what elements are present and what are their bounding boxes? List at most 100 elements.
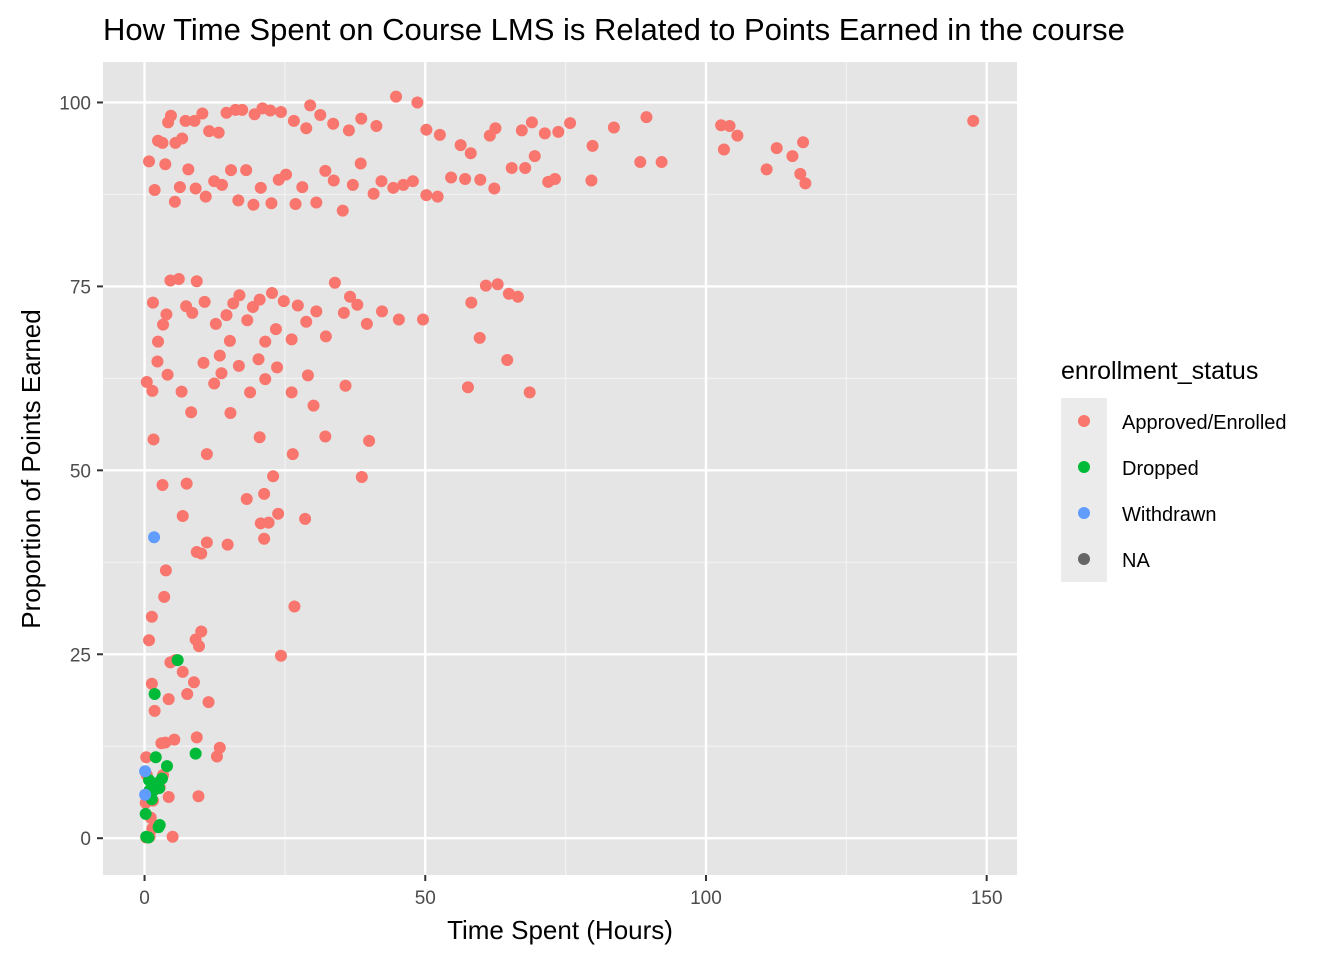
data-point	[208, 377, 221, 390]
data-point	[586, 139, 599, 152]
data-point	[314, 108, 327, 121]
legend-label: Withdrawn	[1122, 504, 1216, 526]
data-point	[227, 297, 240, 310]
data-point	[198, 295, 211, 308]
data-point	[146, 296, 159, 309]
data-point	[157, 318, 170, 331]
data-point	[212, 126, 225, 139]
data-point	[181, 688, 194, 701]
data-point	[375, 175, 388, 188]
data-point	[346, 178, 359, 191]
data-point	[190, 275, 203, 288]
data-point	[173, 181, 186, 194]
data-point	[420, 123, 433, 136]
y-axis-title: Proportion of Points Earned	[16, 309, 46, 628]
data-point	[548, 172, 561, 185]
data-point	[259, 335, 272, 348]
data-point	[445, 171, 458, 184]
data-point	[420, 189, 433, 202]
data-point	[634, 156, 647, 169]
data-point	[474, 173, 487, 186]
data-point	[433, 128, 446, 141]
data-point	[310, 196, 323, 209]
data-point	[770, 142, 783, 155]
data-point	[387, 181, 400, 194]
data-point	[411, 96, 424, 109]
data-point	[148, 184, 161, 197]
data-point	[296, 181, 309, 194]
data-point	[376, 305, 389, 318]
data-point	[189, 182, 202, 195]
data-point	[152, 335, 165, 348]
data-point	[262, 516, 275, 529]
data-point	[240, 164, 253, 177]
data-point	[166, 830, 179, 843]
data-point	[274, 649, 287, 662]
data-point	[327, 174, 340, 187]
data-point	[461, 381, 474, 394]
data-point	[213, 349, 226, 362]
data-point	[289, 197, 302, 210]
data-point	[328, 276, 341, 289]
data-point	[151, 355, 164, 368]
data-point	[640, 111, 653, 124]
data-point	[153, 782, 166, 795]
data-point	[355, 112, 368, 125]
series-withdrawn	[139, 531, 161, 801]
data-points	[139, 90, 980, 844]
data-point	[264, 104, 277, 117]
data-point	[190, 731, 203, 744]
data-point	[158, 590, 171, 603]
series-dropped	[139, 654, 202, 844]
data-point	[180, 477, 193, 490]
data-point	[196, 107, 209, 120]
data-point	[265, 197, 278, 210]
y-tick-label: 0	[80, 829, 91, 850]
data-point	[179, 114, 192, 127]
data-point	[161, 760, 174, 773]
legend-key-background	[1061, 398, 1107, 582]
data-point	[286, 448, 299, 461]
data-point	[176, 665, 189, 678]
y-tick-label: 25	[70, 645, 91, 666]
data-point	[336, 204, 349, 217]
x-axis: 0 50 100 150	[139, 875, 1003, 909]
data-point	[519, 161, 532, 174]
data-point	[967, 114, 980, 127]
data-point	[259, 373, 272, 386]
data-point	[146, 384, 159, 397]
data-point	[143, 634, 156, 647]
data-point	[564, 117, 577, 130]
data-point	[491, 278, 504, 291]
data-point	[172, 273, 185, 286]
grid-lines	[103, 62, 1017, 875]
data-point	[145, 610, 158, 623]
data-point	[267, 470, 280, 483]
data-point	[454, 139, 467, 152]
data-point	[156, 136, 169, 149]
data-point	[162, 693, 175, 706]
data-point	[786, 150, 799, 163]
data-point	[515, 124, 528, 137]
data-point	[200, 448, 213, 461]
plot-panel	[103, 62, 1017, 875]
data-point	[417, 313, 430, 326]
data-point	[459, 172, 472, 185]
data-point	[344, 290, 357, 303]
x-tick-label: 150	[971, 888, 1003, 909]
data-point	[187, 676, 200, 689]
x-tick-label: 50	[415, 888, 436, 909]
data-point	[147, 433, 160, 446]
data-point	[355, 470, 368, 483]
data-point	[488, 182, 501, 195]
data-point	[301, 369, 314, 382]
data-point	[351, 298, 364, 311]
data-point	[287, 114, 300, 127]
data-point	[354, 157, 367, 170]
data-point	[392, 313, 405, 326]
data-point	[337, 306, 350, 319]
data-point	[252, 353, 265, 366]
data-point	[342, 124, 355, 137]
y-tick-label: 75	[70, 277, 91, 298]
data-point	[148, 531, 161, 544]
